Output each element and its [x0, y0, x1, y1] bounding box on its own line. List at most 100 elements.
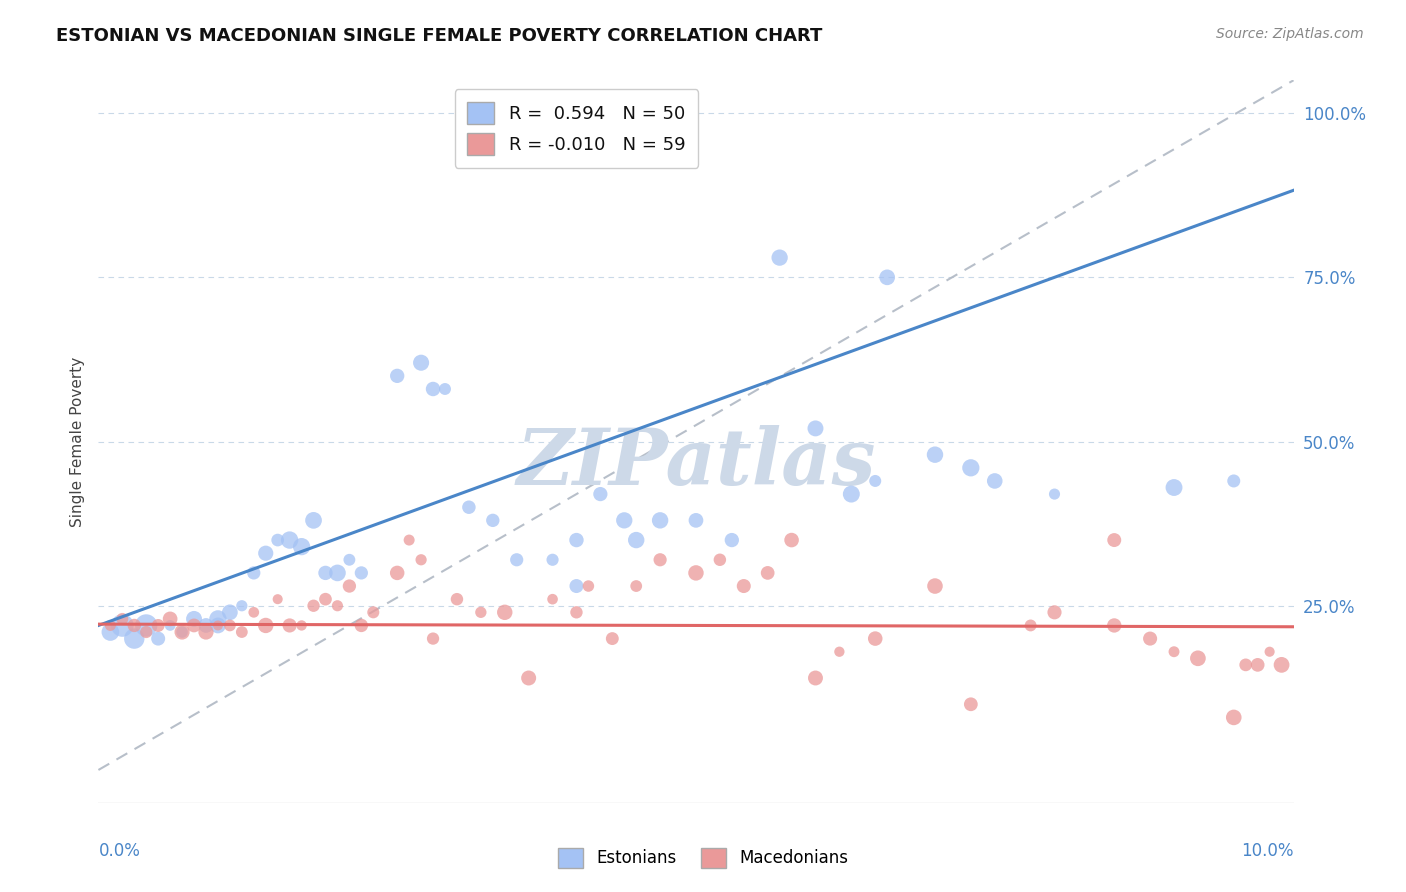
Point	[865, 474, 887, 488]
Point	[984, 474, 1007, 488]
Point	[804, 671, 827, 685]
Point	[124, 618, 146, 632]
Point	[1139, 632, 1161, 646]
Point	[172, 625, 194, 640]
Point	[302, 513, 325, 527]
Point	[804, 421, 827, 435]
Point	[721, 533, 744, 547]
Point	[494, 605, 516, 619]
Point	[183, 612, 205, 626]
Y-axis label: Single Female Poverty: Single Female Poverty	[69, 357, 84, 526]
Point	[613, 513, 636, 527]
Point	[1223, 474, 1246, 488]
Point	[111, 612, 134, 626]
Point	[565, 579, 588, 593]
Point	[422, 632, 444, 646]
Point	[98, 618, 122, 632]
Point	[865, 632, 887, 646]
Point	[565, 533, 588, 547]
Text: ESTONIAN VS MACEDONIAN SINGLE FEMALE POVERTY CORRELATION CHART: ESTONIAN VS MACEDONIAN SINGLE FEMALE POV…	[56, 27, 823, 45]
Point	[458, 500, 481, 515]
Point	[172, 625, 194, 640]
Point	[841, 487, 863, 501]
Point	[159, 618, 181, 632]
Point	[291, 618, 314, 632]
Point	[350, 566, 373, 580]
Point	[254, 618, 277, 632]
Point	[482, 513, 505, 527]
Point	[326, 566, 349, 580]
Point	[565, 605, 588, 619]
Point	[1043, 605, 1066, 619]
Point	[278, 533, 301, 547]
Point	[1163, 481, 1185, 495]
Point	[1234, 657, 1257, 672]
Point	[254, 546, 277, 560]
Point	[1019, 618, 1042, 632]
Point	[243, 566, 266, 580]
Legend: Estonians, Macedonians: Estonians, Macedonians	[551, 841, 855, 875]
Point	[207, 618, 229, 632]
Point	[960, 460, 983, 475]
Point	[207, 612, 229, 626]
Point	[541, 553, 564, 567]
Point	[422, 382, 444, 396]
Point	[231, 625, 253, 640]
Point	[1104, 533, 1126, 547]
Point	[315, 566, 337, 580]
Point	[1258, 645, 1281, 659]
Point	[446, 592, 468, 607]
Point	[195, 618, 218, 632]
Point	[363, 605, 385, 619]
Point	[339, 553, 361, 567]
Point	[626, 533, 648, 547]
Point	[709, 553, 731, 567]
Text: 10.0%: 10.0%	[1241, 842, 1294, 860]
Point	[876, 270, 898, 285]
Point	[602, 632, 624, 646]
Point	[769, 251, 792, 265]
Point	[148, 618, 170, 632]
Point	[267, 533, 290, 547]
Point	[626, 579, 648, 593]
Point	[1104, 618, 1126, 632]
Point	[291, 540, 314, 554]
Point	[135, 625, 157, 640]
Point	[183, 618, 205, 632]
Text: 0.0%: 0.0%	[98, 842, 141, 860]
Point	[1271, 657, 1294, 672]
Point	[1043, 487, 1066, 501]
Point	[385, 566, 409, 580]
Point	[1163, 645, 1185, 659]
Point	[506, 553, 529, 567]
Point	[1187, 651, 1209, 665]
Point	[111, 618, 134, 632]
Point	[411, 553, 433, 567]
Point	[339, 579, 361, 593]
Point	[243, 605, 266, 619]
Point	[780, 533, 803, 547]
Point	[733, 579, 755, 593]
Point	[960, 698, 983, 712]
Point	[159, 612, 181, 626]
Point	[385, 368, 409, 383]
Text: ZIPatlas: ZIPatlas	[516, 425, 876, 501]
Point	[924, 448, 946, 462]
Point	[326, 599, 349, 613]
Point	[315, 592, 337, 607]
Point	[148, 632, 170, 646]
Point	[135, 618, 157, 632]
Point	[1223, 710, 1246, 724]
Point	[541, 592, 564, 607]
Point	[650, 513, 672, 527]
Point	[589, 487, 612, 501]
Point	[517, 671, 540, 685]
Point	[685, 513, 707, 527]
Point	[398, 533, 420, 547]
Text: Source: ZipAtlas.com: Source: ZipAtlas.com	[1216, 27, 1364, 41]
Legend: R =  0.594   N = 50, R = -0.010   N = 59: R = 0.594 N = 50, R = -0.010 N = 59	[454, 89, 699, 168]
Point	[650, 553, 672, 567]
Point	[195, 625, 218, 640]
Point	[278, 618, 301, 632]
Point	[231, 599, 253, 613]
